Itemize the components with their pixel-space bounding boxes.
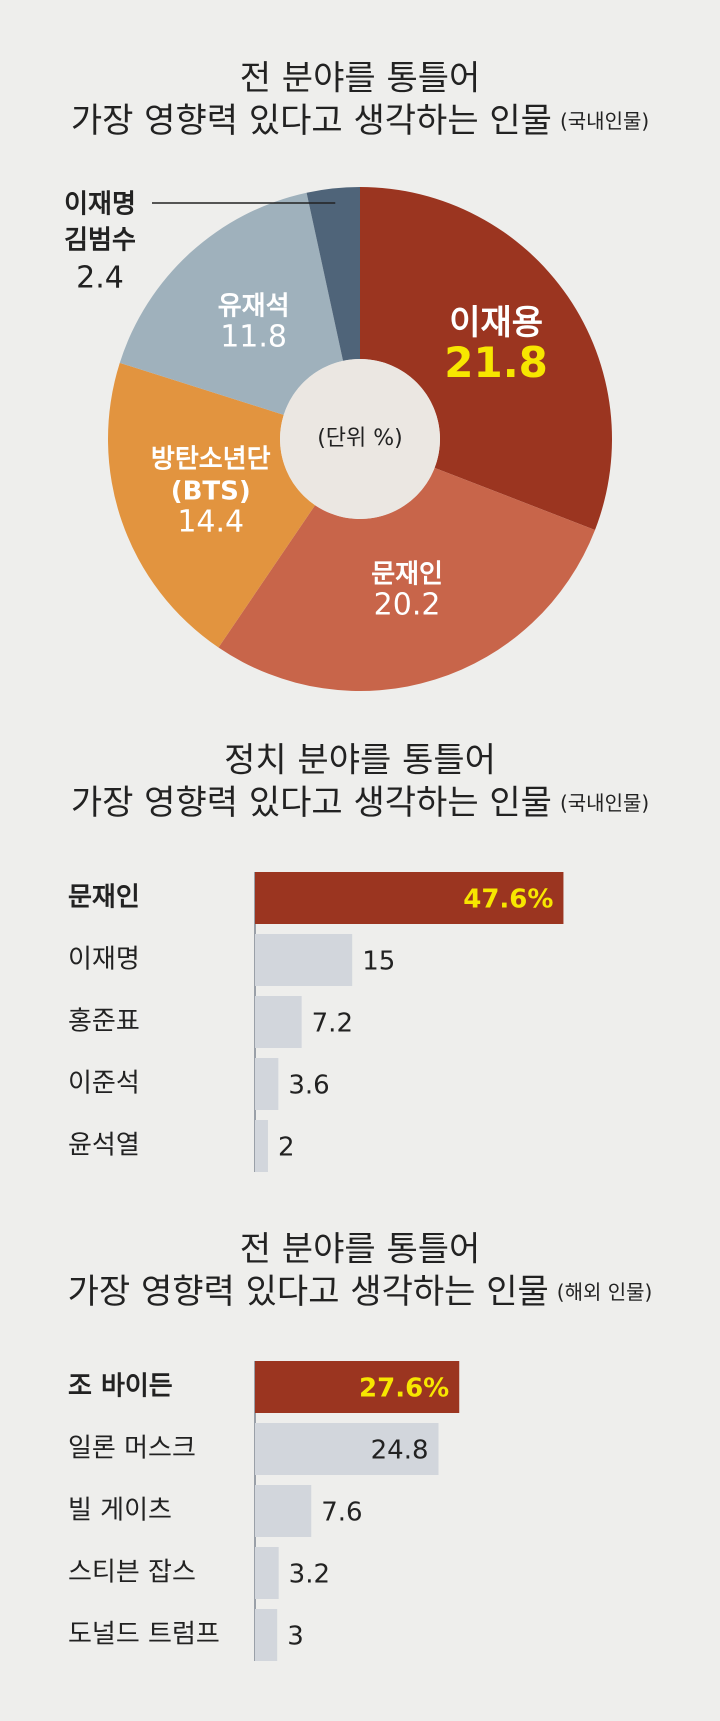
chart-title-line: 가장 영향력 있다고 생각하는 인물 (68, 1272, 549, 1312)
pie-slice (218, 467, 596, 692)
chart-title-line: 가장 영향력 있다고 생각하는 인물 (71, 783, 552, 823)
pie-slice (119, 192, 344, 415)
bar (255, 934, 353, 986)
category-label: 빌 게이츠 (68, 1496, 172, 1526)
bar (255, 1361, 460, 1413)
value-label: 27.6% (359, 1374, 449, 1404)
chart-note: (국내인물) (560, 791, 649, 815)
category-label: 홍준표 (68, 1007, 140, 1037)
bar (255, 872, 564, 924)
pie-value: 2.4 (76, 261, 124, 296)
bar (255, 1485, 312, 1537)
category-label: 일론 머스크 (68, 1434, 196, 1464)
bar (255, 1423, 439, 1475)
chart-title: 가장 영향력 있다고 생각하는 인물 (국내인물) (71, 783, 649, 823)
chart-note: (해외 인물) (557, 1280, 653, 1304)
center-label: (단위 %) (317, 426, 403, 451)
bar (255, 1547, 279, 1599)
value-label: 15 (362, 947, 395, 977)
pie-slice (306, 187, 360, 361)
chart-title: 가장 영향력 있다고 생각하는 인물 (해외 인물) (68, 1272, 653, 1312)
pie-center (280, 359, 440, 519)
pie-label: 문재인 (371, 559, 443, 589)
value-label: 24.8 (371, 1436, 429, 1466)
category-label: 조 바이든 (68, 1372, 173, 1402)
value-label: 3.6 (288, 1071, 329, 1101)
pie-label: (BTS) (171, 476, 251, 506)
chart-note: (국내인물) (560, 109, 649, 133)
pie-slice (360, 187, 612, 530)
bar (255, 1120, 268, 1172)
pie-slice (107, 362, 316, 648)
value-label: 47.6% (463, 885, 553, 915)
category-label: 이준석 (68, 1069, 140, 1099)
category-label: 문재인 (68, 883, 140, 913)
category-label: 도널드 트럼프 (68, 1620, 220, 1650)
pie-value: 11.8 (220, 320, 287, 355)
pie-label: 김범수 (64, 226, 136, 256)
pie-label: 이재용 (449, 303, 543, 343)
category-label: 스티븐 잡스 (68, 1558, 196, 1588)
chart-title: 전 분야를 통틀어 (240, 59, 481, 99)
pie-label: 이재명 (64, 190, 136, 220)
pie-value: 21.8 (444, 338, 548, 387)
pie-value: 14.4 (177, 504, 244, 539)
value-label: 7.2 (312, 1009, 353, 1039)
pie-value: 20.2 (374, 587, 441, 622)
category-label: 윤석열 (68, 1131, 140, 1161)
value-label: 2 (278, 1133, 295, 1163)
chart-title: 전 분야를 통틀어 (240, 1230, 481, 1270)
value-label: 3 (287, 1622, 304, 1652)
pie-label: 방탄소년단 (151, 444, 271, 474)
bar (255, 1609, 278, 1661)
chart-title: 가장 영향력 있다고 생각하는 인물 (국내인물) (71, 101, 649, 141)
bar (255, 996, 302, 1048)
value-label: 3.2 (289, 1560, 330, 1590)
category-label: 이재명 (68, 945, 140, 975)
bar (255, 1058, 279, 1110)
pie-label: 유재석 (218, 292, 290, 322)
chart-title: 정치 분야를 통틀어 (224, 741, 496, 781)
chart-title-line: 가장 영향력 있다고 생각하는 인물 (71, 101, 552, 141)
value-label: 7.6 (321, 1498, 362, 1528)
